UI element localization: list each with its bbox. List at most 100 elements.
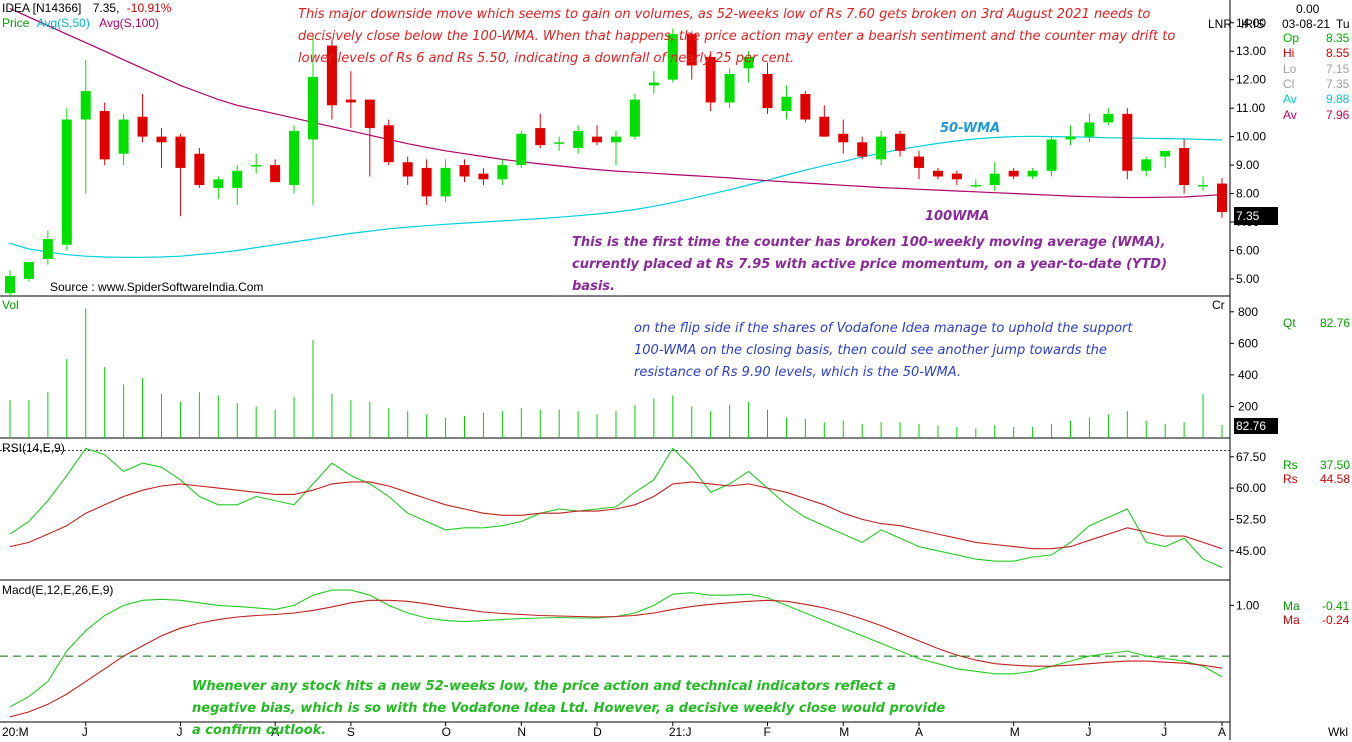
candle-body	[970, 185, 981, 187]
candle-body	[573, 130, 584, 148]
candle-body	[194, 153, 205, 185]
candle	[137, 93, 148, 143]
rsi-value: 37.50	[1320, 458, 1351, 472]
candle-body	[819, 116, 830, 137]
macd-value: -0.41	[1322, 599, 1350, 613]
price-tick-label: 9.00	[1236, 158, 1260, 172]
rsi-label: RSI(14,E,9)	[2, 441, 65, 455]
candle-body	[1198, 185, 1209, 187]
price-panel	[5, 7, 1227, 296]
candle	[781, 85, 792, 120]
candle-body	[535, 128, 546, 146]
candle-body	[421, 167, 432, 197]
candle	[1027, 167, 1038, 180]
x-axis-label: A	[1218, 725, 1226, 739]
candle	[1065, 125, 1076, 146]
candle-body	[667, 34, 678, 80]
candle-body	[951, 173, 962, 180]
candle-body	[251, 165, 262, 167]
candle	[5, 270, 15, 296]
candle	[270, 159, 281, 183]
candle	[42, 230, 53, 265]
candle	[535, 113, 546, 148]
volume-tick-label: 800	[1238, 305, 1258, 319]
candle-body	[5, 276, 15, 294]
x-axis-label: D	[593, 725, 602, 739]
candle	[629, 93, 640, 140]
candle-body	[1065, 136, 1076, 140]
candle-body	[1084, 122, 1095, 137]
candle-body	[156, 136, 167, 143]
candle	[1198, 176, 1209, 191]
candle	[251, 153, 262, 174]
candle-body	[1103, 113, 1114, 123]
candle-body	[232, 170, 243, 188]
candle-body	[459, 165, 470, 177]
candle-body	[1122, 113, 1133, 171]
x-axis-label: A	[915, 725, 923, 739]
label-50wma: 50-WMA	[940, 121, 1001, 136]
candle-body	[213, 179, 224, 188]
ohlc-value: 7.96	[1326, 107, 1350, 122]
candle	[970, 179, 981, 188]
candle	[175, 133, 186, 217]
candle-body	[1141, 159, 1152, 171]
candle-body	[629, 99, 640, 137]
last-price: 7.35,	[92, 1, 120, 15]
x-axis-label: M	[839, 725, 849, 739]
candle	[762, 62, 773, 114]
price-legend: Price Avg(S,50) Avg(S,100)	[2, 16, 159, 30]
candle	[61, 108, 72, 251]
x-axis-label: J	[176, 725, 182, 739]
annotation-wma-break: This is the first time the counter has b…	[572, 235, 1168, 294]
candle-body	[1217, 183, 1227, 213]
macd-value-label: Ma	[1283, 599, 1300, 613]
candle-body	[838, 133, 849, 143]
candle-body	[686, 34, 697, 66]
candle	[1046, 136, 1057, 177]
candle	[1217, 177, 1227, 218]
rsi-tick-label: 67.50	[1236, 450, 1266, 464]
candle-body	[308, 76, 318, 140]
macd-tick-label: 1.00	[1236, 598, 1260, 612]
ohlc-label: Op	[1283, 31, 1300, 45]
lnr-label: LNR	[1208, 17, 1233, 31]
candle-body	[914, 156, 924, 168]
qt-label: Qt	[1283, 316, 1296, 330]
candle-body	[1027, 170, 1038, 177]
candle	[440, 159, 451, 203]
price-tick-label: 13.00	[1236, 44, 1266, 58]
last-volume-box: 82.76	[1234, 418, 1278, 434]
candle-body	[1179, 148, 1190, 185]
candle	[648, 71, 659, 94]
price-tick-label: 12.00	[1236, 73, 1266, 87]
candle	[402, 156, 413, 185]
candle	[1084, 113, 1095, 143]
rsi-tick-label: 60.00	[1236, 481, 1266, 495]
candle	[914, 150, 924, 180]
x-axis-label: F	[764, 725, 771, 739]
candle-body	[440, 167, 451, 197]
macd-panel	[0, 589, 1230, 718]
avg50-line	[9, 135, 1223, 258]
top-value: 0.00	[1296, 2, 1320, 16]
candle	[232, 165, 243, 205]
macd-signal-label: Ma	[1283, 613, 1300, 627]
x-axis-label: J	[1085, 725, 1091, 739]
ohlc-label: Lo	[1283, 61, 1297, 76]
price-tick-label: 5.00	[1236, 272, 1260, 286]
price-tick-label: 6.00	[1236, 243, 1260, 257]
candle	[838, 119, 849, 154]
symbol-header: IDEA [N14366] 7.35, -10.91%	[2, 1, 171, 15]
ohlc-value: 8.35	[1326, 31, 1350, 45]
candle	[383, 119, 394, 166]
candle	[289, 125, 300, 194]
rsi-tick-label: 45.00	[1236, 544, 1266, 558]
ohlc-label: Av	[1283, 92, 1297, 107]
annotation-downside: This major downside move which seems to …	[298, 7, 1176, 66]
price-change: -10.91%	[126, 1, 172, 15]
candle	[23, 261, 34, 282]
last-price-box: 7.35	[1234, 207, 1278, 225]
candle	[213, 176, 224, 200]
candle	[326, 39, 337, 120]
